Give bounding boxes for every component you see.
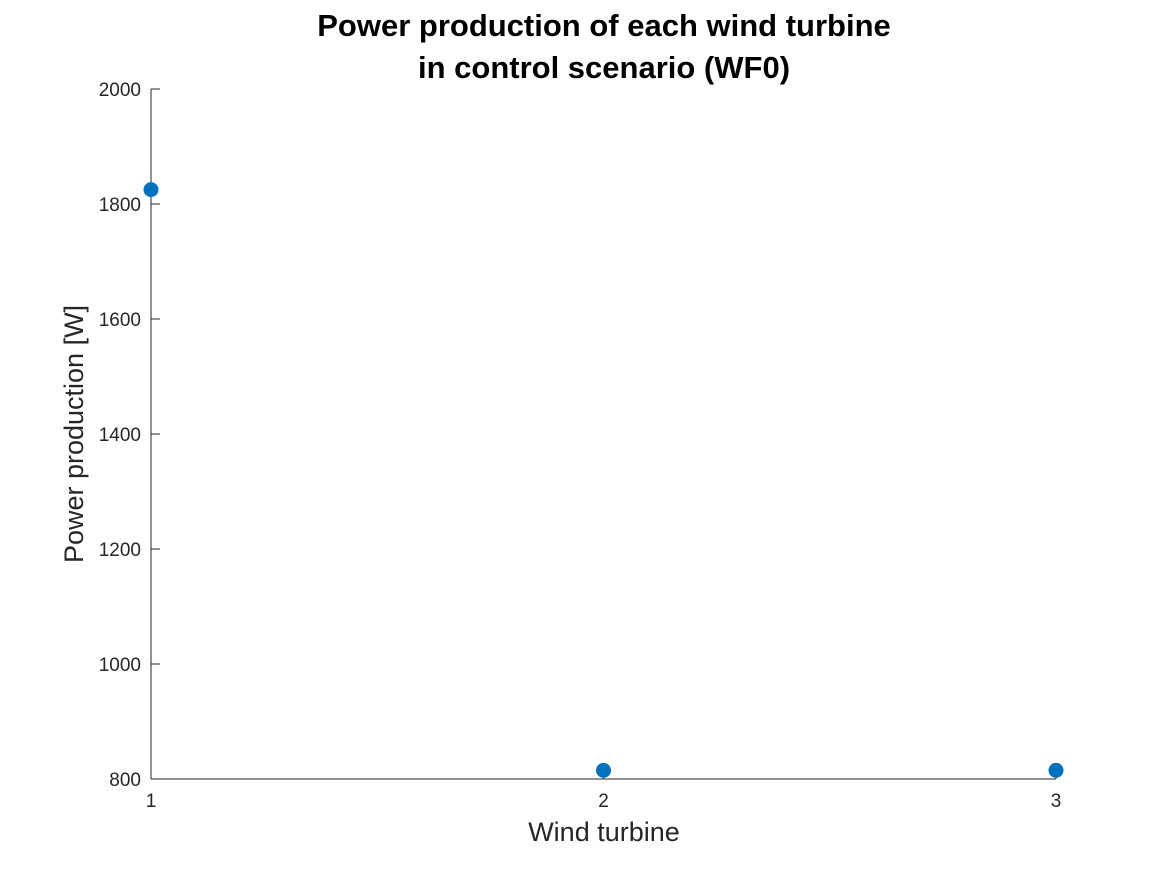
plot-area	[150, 89, 1056, 780]
x-tick-label: 2	[598, 791, 609, 812]
data-point	[143, 182, 159, 198]
y-tick-label: 1600	[99, 310, 141, 331]
y-tick-label: 1000	[99, 655, 141, 676]
chart-title-line-2: in control scenario (WF0)	[418, 50, 790, 85]
y-tick-label: 1400	[99, 425, 141, 446]
chart-title-line-1: Power production of each wind turbine	[317, 8, 891, 43]
y-axis-ticks: 800 1000 1200 1400 1600 1800 2000	[99, 80, 160, 791]
y-tick-label: 1200	[99, 540, 141, 561]
x-tick-label: 3	[1051, 791, 1062, 812]
data-point	[596, 762, 611, 778]
y-tick-label: 1800	[99, 195, 141, 216]
y-axis-label: Power production [W]	[59, 305, 89, 563]
x-axis-label: Wind turbine	[528, 817, 680, 847]
data-point	[1048, 762, 1064, 778]
x-tick-label: 1	[146, 791, 157, 812]
y-tick-label: 800	[109, 770, 141, 791]
data-points	[143, 182, 1064, 778]
y-tick-label: 2000	[99, 80, 141, 101]
